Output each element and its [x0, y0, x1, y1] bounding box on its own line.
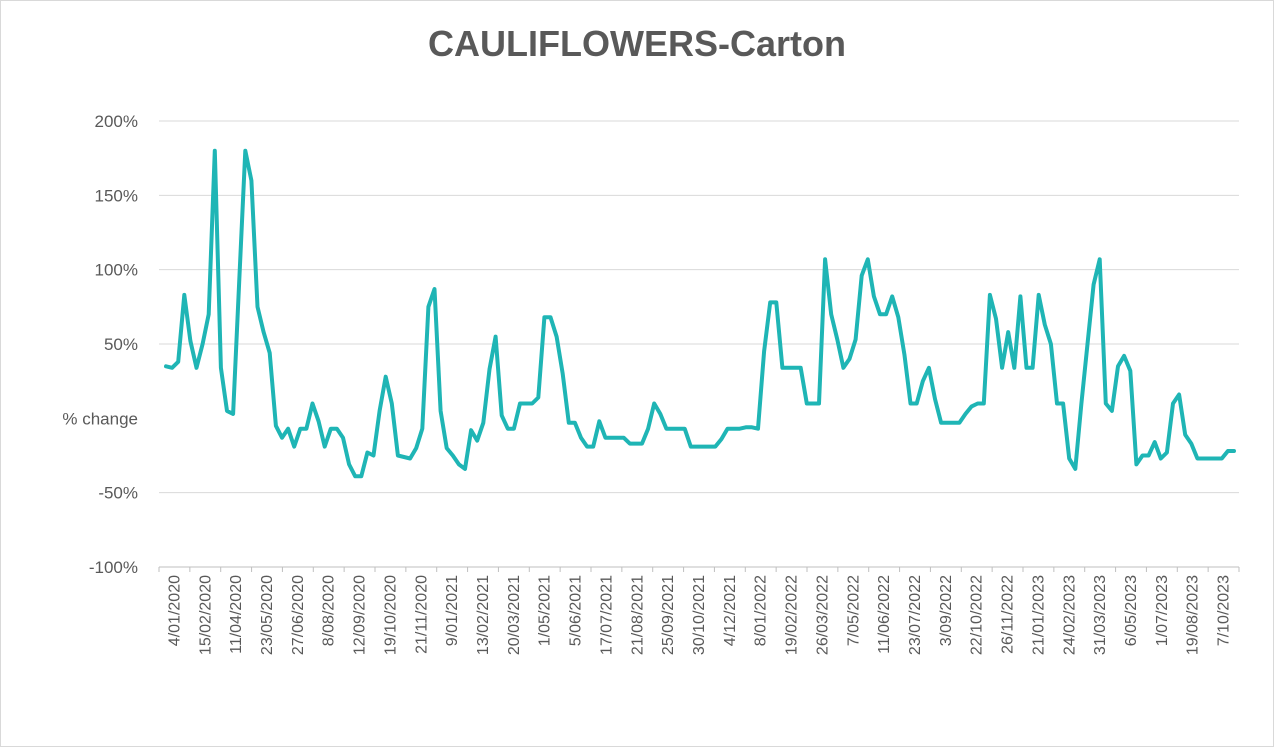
x-tick-label: 24/02/2023 [1061, 575, 1078, 655]
x-tick-label: 31/03/2023 [1092, 575, 1109, 655]
x-tick-label: 19/10/2020 [382, 575, 399, 655]
x-tick-label: 19/02/2022 [784, 575, 801, 655]
x-tick-label: 21/08/2021 [629, 575, 646, 655]
y-tick-label: % change [62, 409, 138, 428]
x-tick-label: 1/05/2021 [537, 575, 554, 646]
y-tick-label: 50% [104, 335, 138, 354]
y-axis-tick-labels: 200% 150% 100% 50% % change -50% -100% [62, 112, 138, 577]
x-tick-label: 15/02/2020 [197, 575, 214, 655]
x-tick-label: 21/11/2020 [413, 575, 430, 654]
x-tick-label: 26/11/2022 [1000, 575, 1017, 654]
chart-title: CAULIFLOWERS-Carton [428, 23, 846, 64]
x-tick-label: 11/06/2022 [876, 575, 893, 654]
x-axis-tick-labels: 4/01/2020 15/02/2020 11/04/2020 23/05/2020 2… [166, 575, 1232, 655]
x-tick-label: 17/07/2021 [598, 575, 615, 655]
x-tick-label: 27/06/2020 [290, 575, 307, 655]
series-line [164, 148, 1236, 479]
x-tick-label: 5/06/2021 [568, 575, 585, 646]
x-tick-label: 23/05/2020 [259, 575, 276, 655]
x-tick-label: 21/01/2023 [1030, 575, 1047, 655]
x-tick-label: 13/02/2021 [475, 575, 492, 655]
y-tick-label: 150% [95, 186, 138, 205]
x-axis [158, 566, 1240, 572]
x-tick-label: 1/07/2023 [1154, 575, 1171, 646]
x-tick-label: 23/07/2022 [907, 575, 924, 655]
x-tick-label: 9/01/2021 [444, 575, 461, 646]
gridlines [159, 120, 1239, 568]
x-tick-label: 8/01/2022 [753, 575, 770, 646]
x-tick-label: 4/12/2021 [722, 575, 739, 646]
x-tick-label: 30/10/2021 [691, 575, 708, 655]
x-tick-label: 19/08/2023 [1185, 575, 1202, 655]
x-tick-label: 26/03/2022 [814, 575, 831, 655]
x-tick-label: 11/04/2020 [228, 575, 245, 654]
x-tick-label: 12/09/2020 [352, 575, 369, 655]
x-tick-label: 6/05/2023 [1123, 575, 1140, 646]
x-tick-label: 4/01/2020 [166, 575, 183, 646]
y-tick-label: 200% [95, 112, 138, 131]
series-layer [164, 148, 1236, 479]
y-tick-label: -100% [89, 558, 138, 577]
x-tick-label: 8/08/2020 [321, 575, 338, 646]
x-tick-label: 20/03/2021 [506, 575, 523, 655]
x-tick-label: 22/10/2022 [969, 575, 986, 655]
x-tick-label: 7/10/2023 [1216, 575, 1233, 646]
y-tick-label: 100% [95, 261, 138, 280]
x-tick-label: 7/05/2022 [845, 575, 862, 646]
x-tick-label: 25/09/2021 [660, 575, 677, 655]
x-tick-label: 3/09/2022 [938, 575, 955, 646]
y-tick-label: -50% [98, 484, 138, 503]
